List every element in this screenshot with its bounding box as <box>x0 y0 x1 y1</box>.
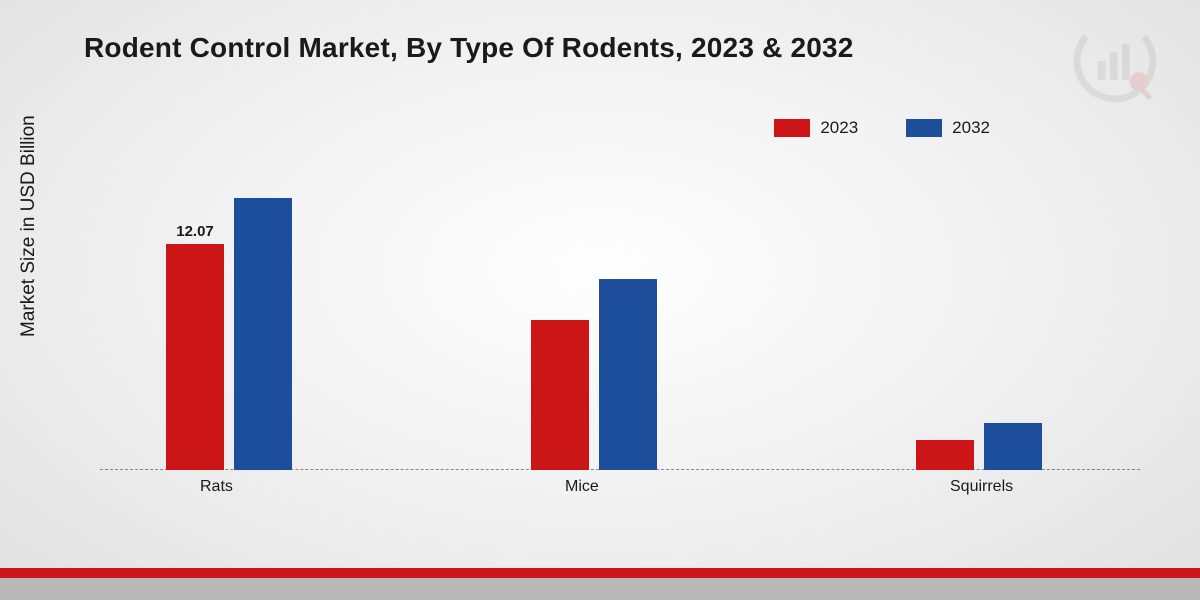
chart-title: Rodent Control Market, By Type Of Rodent… <box>84 32 854 64</box>
legend-item-2032: 2032 <box>906 118 990 138</box>
legend-label-2023: 2023 <box>820 118 858 138</box>
legend-label-2032: 2032 <box>952 118 990 138</box>
plot-area: 12.07 Rats Mice Squirrels <box>100 170 1140 470</box>
value-label-rats-2023: 12.07 <box>176 223 214 240</box>
bar-squirrels-2023 <box>916 440 974 470</box>
bar-group-rats: 12.07 <box>150 170 310 470</box>
footer-red-bar <box>0 568 1200 578</box>
legend: 2023 2032 <box>774 118 990 138</box>
brand-logo-icon <box>1072 18 1158 104</box>
chart-page: Rodent Control Market, By Type Of Rodent… <box>0 0 1200 600</box>
legend-item-2023: 2023 <box>774 118 858 138</box>
bar-rats-2023: 12.07 <box>166 244 224 470</box>
bar-squirrels-2032 <box>984 423 1042 470</box>
bar-group-mice <box>515 170 675 470</box>
x-category-mice: Mice <box>565 478 599 496</box>
footer-grey-bar <box>0 578 1200 600</box>
y-axis-label: Market Size in USD Billion <box>18 115 40 337</box>
bar-mice-2023 <box>531 320 589 470</box>
bar-mice-2032 <box>599 279 657 470</box>
legend-swatch-2032 <box>906 119 942 137</box>
legend-swatch-2023 <box>774 119 810 137</box>
bar-rats-2032 <box>234 198 292 470</box>
x-category-squirrels: Squirrels <box>950 478 1013 496</box>
x-category-rats: Rats <box>200 478 233 496</box>
bar-group-squirrels <box>900 170 1060 470</box>
